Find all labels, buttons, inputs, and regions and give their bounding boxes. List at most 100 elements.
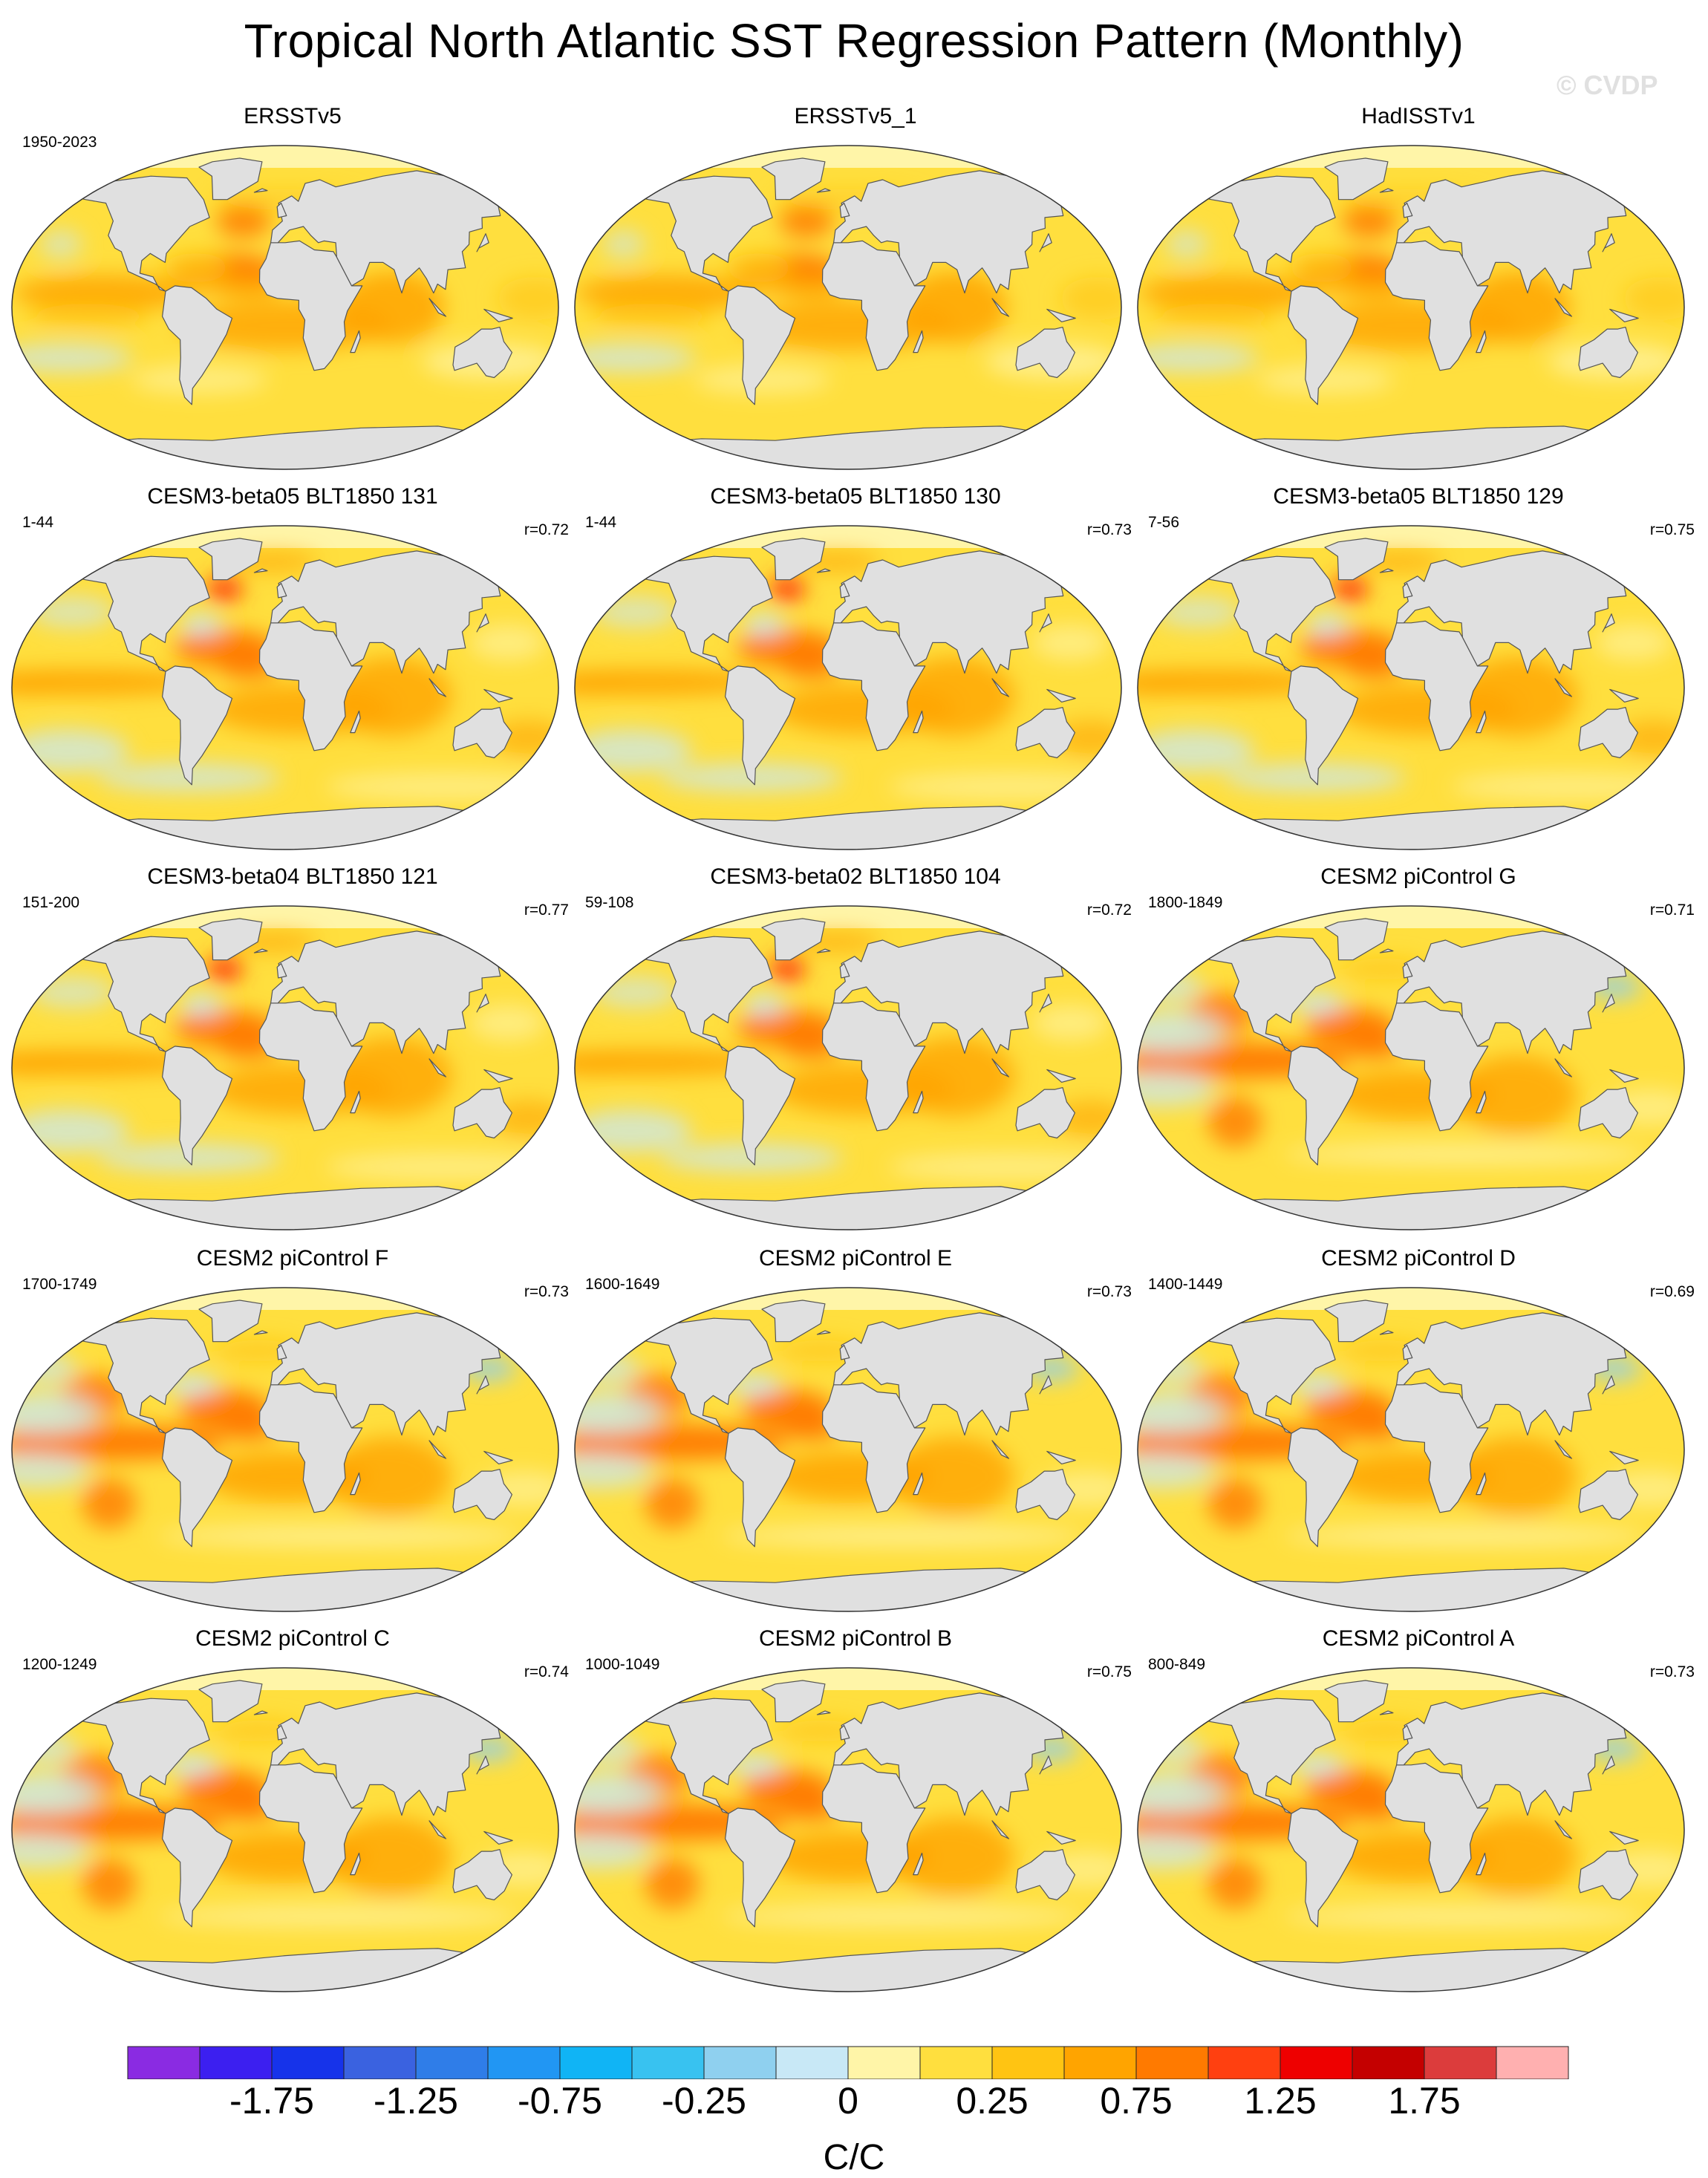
- map-panel: CESM3-beta05 BLT1850 129 7-56 r=0.75: [1136, 484, 1701, 855]
- landmass: [725, 665, 796, 786]
- map-panel: CESM2 piControl G 1800-1849 r=0.71: [1136, 864, 1701, 1236]
- sst-anomaly-region: [769, 576, 806, 601]
- panel-period: 1950-2023: [22, 134, 97, 151]
- landmass: [276, 202, 287, 218]
- landmass: [833, 1692, 1077, 1816]
- sst-anomaly-region: [602, 229, 645, 259]
- landmass: [1476, 710, 1487, 734]
- sst-anomaly-region: [1138, 673, 1191, 695]
- landmass: [833, 550, 1077, 674]
- panel-period: 1-44: [22, 514, 54, 531]
- arctic-band: [1138, 906, 1684, 928]
- landmass: [633, 175, 773, 292]
- landmass: [1384, 1000, 1489, 1132]
- panel-title: CESM2 piControl D: [1321, 1246, 1516, 1271]
- landmass: [162, 285, 233, 405]
- sst-regression-map: [1137, 145, 1685, 470]
- sst-regression-map: [11, 525, 559, 850]
- landmass: [276, 1724, 287, 1741]
- landmass: [1384, 240, 1489, 371]
- landmass: [1402, 962, 1413, 979]
- sst-anomaly-region: [1138, 1833, 1216, 1870]
- map-border: [1137, 145, 1685, 470]
- landmass: [725, 1427, 796, 1548]
- sst-regression-map: [574, 905, 1122, 1230]
- panel-title: ERSSTv5: [244, 104, 342, 128]
- panel-title: CESM2 piControl A: [1322, 1626, 1515, 1651]
- landmass: [821, 620, 926, 751]
- sst-anomaly-region: [216, 204, 271, 238]
- colorbar-swatch: [1352, 2046, 1425, 2079]
- landmass: [1384, 620, 1489, 751]
- landmass: [428, 298, 447, 317]
- landmass: [258, 1762, 363, 1894]
- landmass: [1609, 1830, 1639, 1845]
- sst-anomaly-region: [330, 656, 452, 737]
- landmass: [1196, 1317, 1336, 1434]
- landmass: [725, 1807, 796, 1928]
- landmass: [483, 308, 513, 322]
- colorbar-swatch: [271, 2046, 345, 2079]
- panel-pattern-correlation: r=0.75: [1086, 1663, 1132, 1680]
- colorbar-swatches: [127, 2046, 1569, 2079]
- sst-anomaly-region: [1456, 1437, 1577, 1516]
- sst-anomaly-region: [1207, 1096, 1262, 1147]
- landmass: [816, 1330, 831, 1335]
- page-title: Tropical North Atlantic SST Regression P…: [244, 14, 1464, 68]
- colorbar-tick-label: 1.75: [1388, 2080, 1461, 2122]
- panel-pattern-correlation: r=0.72: [524, 521, 569, 538]
- landmass: [821, 1762, 926, 1894]
- landmass: [1402, 1724, 1413, 1741]
- sst-regression-map: [1137, 525, 1685, 850]
- landmass: [913, 1472, 924, 1496]
- landmass: [1578, 327, 1639, 379]
- map-border: [11, 1287, 559, 1612]
- arctic-band: [12, 526, 558, 548]
- landmass: [452, 1469, 513, 1521]
- sst-anomaly-region: [721, 1905, 1086, 1927]
- sst-anomaly-region: [645, 1858, 700, 1909]
- landmass: [1046, 1830, 1076, 1845]
- colorbar-tick-label: -0.75: [518, 2080, 602, 2122]
- sst-anomaly-region: [893, 1437, 1014, 1516]
- landmass: [1554, 1440, 1573, 1459]
- landmass: [1288, 1807, 1359, 1928]
- sst-anomaly-region: [12, 1833, 90, 1870]
- map-panel: CESM3-beta05 BLT1850 131 1-44 r=0.72: [10, 484, 575, 855]
- landmass: [162, 665, 233, 786]
- sst-anomaly-region: [1138, 728, 1255, 772]
- landmass: [1324, 918, 1389, 961]
- sst-anomaly-region: [1456, 1055, 1577, 1135]
- panel-period: 1800-1849: [1148, 894, 1223, 911]
- landmass: [253, 1710, 268, 1715]
- sst-anomaly-region: [39, 229, 82, 259]
- panel-period: 7-56: [1148, 514, 1180, 531]
- landmass: [253, 1330, 268, 1335]
- sst-regression-map: [574, 1667, 1122, 1992]
- colorbar-tick-label: -0.25: [662, 2080, 746, 2122]
- sst-anomaly-region: [1595, 625, 1672, 661]
- panel-title: CESM3-beta02 BLT1850 104: [710, 864, 1001, 889]
- landmass: [452, 707, 513, 759]
- landmass: [1396, 930, 1640, 1054]
- sst-anomaly-region: [1142, 972, 1203, 1002]
- landmass: [1578, 1087, 1639, 1139]
- sst-anomaly-region: [1456, 1817, 1577, 1897]
- colorbar-unit-label: C/C: [823, 2138, 885, 2177]
- sst-anomaly-region: [575, 275, 757, 311]
- landmass: [839, 1344, 850, 1360]
- sst-anomaly-region: [27, 304, 149, 330]
- panel-period: 1-44: [585, 514, 617, 531]
- sst-anomaly-region: [721, 1525, 1086, 1547]
- landmass: [162, 1807, 233, 1928]
- sst-regression-map: [11, 1667, 559, 1992]
- map-panel: CESM2 piControl E 1600-1649 r=0.73: [573, 1246, 1138, 1617]
- map-border: [11, 145, 559, 470]
- landmass: [1384, 1382, 1489, 1513]
- landmass: [1379, 948, 1394, 953]
- panel-period: 1000-1049: [585, 1656, 660, 1673]
- landmass: [258, 1000, 363, 1132]
- map-border: [574, 145, 1122, 470]
- landmass: [1039, 994, 1052, 1013]
- sst-anomaly-region: [575, 1053, 628, 1075]
